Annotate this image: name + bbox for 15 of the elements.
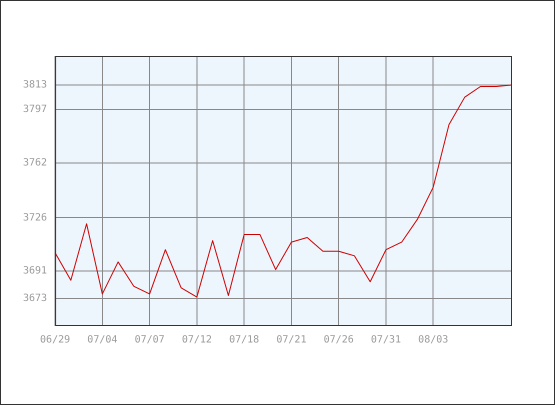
y-tick-label: 3673 bbox=[22, 293, 48, 304]
x-tick-label: 08/03 bbox=[418, 334, 448, 346]
x-tick-label: 07/12 bbox=[182, 334, 212, 346]
x-tick-label: 06/29 bbox=[40, 334, 70, 346]
y-tick-label: 3726 bbox=[22, 212, 48, 224]
x-tick-label: 07/04 bbox=[87, 334, 118, 346]
y-tick-label: 3762 bbox=[22, 157, 48, 168]
x-tick-label: 07/31 bbox=[370, 334, 402, 346]
x-tick-label: 07/07 bbox=[134, 334, 165, 346]
y-tick-label: 3797 bbox=[22, 104, 48, 115]
x-tick-label: 07/26 bbox=[324, 334, 354, 346]
x-tick-label: 07/21 bbox=[276, 334, 306, 346]
y-tick-label: 3813 bbox=[22, 80, 48, 91]
x-tick-label: 07/18 bbox=[229, 334, 260, 346]
y-tick-label: 3691 bbox=[22, 266, 48, 277]
